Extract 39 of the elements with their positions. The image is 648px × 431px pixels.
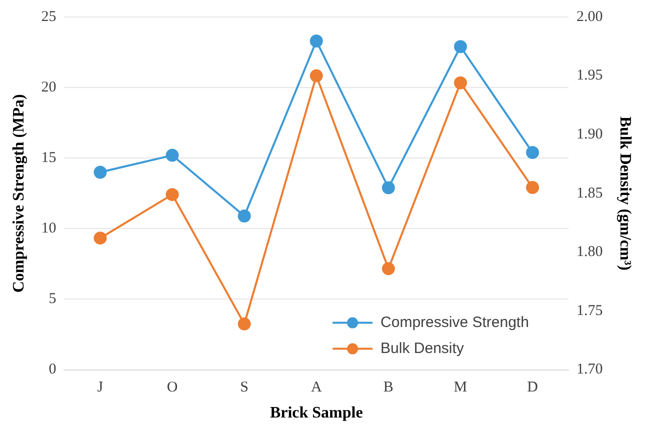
point (526, 146, 540, 159)
y-tick-label: 15 (41, 150, 56, 166)
y2-tick-label: 1.95 (576, 68, 603, 84)
point (94, 232, 107, 245)
point (166, 188, 179, 202)
x-tick-label: S (240, 380, 248, 396)
y2-tick-label: 2.00 (576, 8, 603, 25)
point (382, 181, 395, 194)
x-tick-label: M (454, 380, 468, 396)
point (166, 148, 179, 162)
point (94, 166, 107, 179)
y2-tick-label: 1.90 (576, 126, 603, 143)
y2-axis-title: Bulk Density (gm/cm³) (616, 116, 634, 270)
y2-tick-label: 1.70 (576, 362, 603, 378)
y-tick-label: 10 (41, 220, 56, 237)
point (238, 209, 251, 222)
y-tick-label: 5 (48, 291, 56, 308)
y2-tick-label: 1.85 (576, 185, 603, 202)
point (382, 262, 395, 276)
point (526, 181, 540, 194)
y2-tick-label: 1.75 (576, 302, 603, 319)
x-tick-label: A (310, 380, 322, 396)
x-tick-label: D (527, 380, 538, 396)
legend-label: Compressive Strength (380, 314, 529, 331)
x-tick-label: B (383, 380, 394, 396)
point (238, 317, 251, 330)
y-axis-title: Compressive Strength (MPa) (10, 94, 28, 293)
x-tick-label: J (97, 380, 104, 396)
x-axis-title: Brick Sample (270, 404, 363, 422)
y-tick-label: 25 (41, 8, 56, 25)
y2-tick-label: 1.80 (576, 244, 603, 260)
point (454, 40, 467, 54)
y-tick-label: 20 (41, 79, 56, 96)
x-tick-label: O (166, 380, 178, 396)
point (310, 34, 323, 48)
point (310, 69, 323, 82)
y-tick-label: 0 (48, 362, 56, 378)
legend-label: Bulk Density (380, 340, 464, 357)
point (454, 76, 467, 90)
